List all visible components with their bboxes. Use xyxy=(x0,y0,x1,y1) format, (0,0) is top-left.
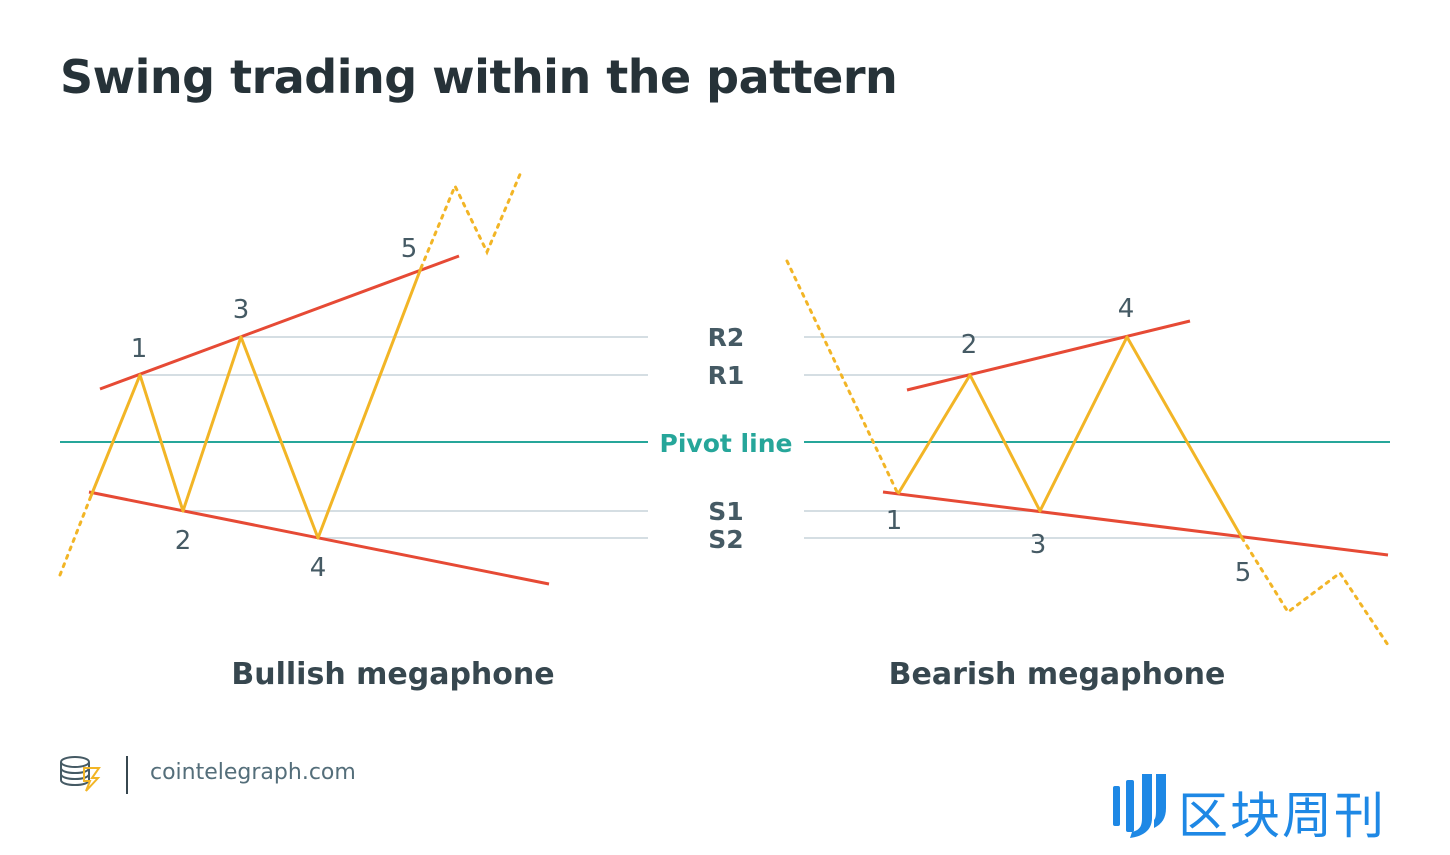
bullish-point-2-label: 2 xyxy=(175,526,192,556)
bullish-point-5-label: 5 xyxy=(401,234,418,264)
bearish-point-3-label: 3 xyxy=(1030,530,1047,560)
watermark-logo-icon xyxy=(1113,774,1166,838)
bullish-price-path xyxy=(89,267,423,540)
cointelegraph-logo-icon xyxy=(60,756,101,792)
bullish-breakout-dotted xyxy=(419,170,523,270)
r1-label: R1 xyxy=(708,361,745,390)
site-url: cointelegraph.com xyxy=(150,760,356,785)
bullish-megaphone: 1 2 3 4 5 Bullish megaphone xyxy=(58,170,555,692)
pivot-line-label: Pivot line xyxy=(660,429,793,458)
bearish-point-1-label: 1 xyxy=(886,506,903,536)
bearish-point-5-label: 5 xyxy=(1235,558,1252,588)
bullish-upper-trendline xyxy=(99,254,460,391)
bullish-point-1-label: 1 xyxy=(131,334,148,364)
page-title: Swing trading within the pattern xyxy=(60,50,898,104)
bullish-entry-dotted xyxy=(58,494,93,577)
bearish-caption: Bearish megaphone xyxy=(889,657,1226,692)
bearish-breakdown-dotted xyxy=(1240,536,1392,650)
bearish-upper-trendline xyxy=(906,319,1191,392)
watermark-text: 区块周刊 xyxy=(1178,787,1386,845)
s2-label: S2 xyxy=(708,525,743,554)
bullish-caption: Bullish megaphone xyxy=(231,657,554,692)
bullish-point-3-label: 3 xyxy=(233,295,250,325)
bearish-lower-trendline xyxy=(882,490,1389,557)
bearish-point-2-label: 2 xyxy=(961,330,978,360)
level-labels: R2 R1 Pivot line S1 S2 xyxy=(660,323,793,554)
bullish-point-4-label: 4 xyxy=(310,553,327,583)
r2-label: R2 xyxy=(708,323,745,352)
footer-divider xyxy=(126,756,128,794)
bearish-megaphone: 1 2 3 4 5 Bearish megaphone xyxy=(785,259,1392,692)
bearish-point-4-label: 4 xyxy=(1118,294,1135,324)
s1-label: S1 xyxy=(708,497,743,526)
bearish-entry-dotted xyxy=(785,259,900,496)
bearish-price-path xyxy=(896,335,1244,539)
